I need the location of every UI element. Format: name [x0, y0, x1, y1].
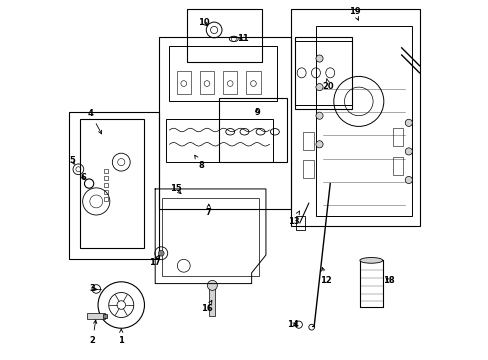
Text: 13: 13: [287, 211, 299, 226]
Text: 11: 11: [236, 35, 248, 44]
Circle shape: [405, 176, 411, 184]
Bar: [165, 119, 272, 162]
Bar: [200, 71, 214, 94]
Circle shape: [405, 119, 411, 126]
Circle shape: [315, 55, 323, 62]
Bar: [290, 9, 419, 226]
Bar: [69, 112, 159, 258]
Bar: [219, 98, 287, 162]
Text: 16: 16: [201, 301, 212, 313]
Text: 20: 20: [322, 79, 334, 91]
Bar: [359, 260, 382, 307]
Bar: [80, 119, 144, 248]
Bar: [104, 176, 108, 180]
Bar: [169, 46, 276, 102]
Text: 10: 10: [197, 18, 209, 27]
Bar: [209, 287, 215, 316]
Circle shape: [315, 112, 323, 119]
Text: 5: 5: [69, 156, 75, 165]
Text: 2: 2: [90, 320, 97, 345]
Bar: [104, 168, 108, 173]
Text: 12: 12: [320, 267, 331, 285]
Bar: [102, 314, 107, 318]
Circle shape: [158, 250, 164, 256]
Bar: [104, 190, 108, 194]
Bar: [187, 9, 262, 62]
Bar: [104, 197, 108, 202]
Bar: [104, 183, 108, 187]
Text: 4: 4: [88, 109, 102, 134]
Circle shape: [207, 280, 217, 291]
Bar: [176, 71, 190, 94]
Text: 14: 14: [286, 320, 298, 329]
Bar: [392, 157, 403, 175]
Text: 9: 9: [254, 108, 259, 117]
Bar: [303, 160, 313, 178]
Bar: [159, 37, 290, 208]
Bar: [315, 26, 411, 216]
Text: 19: 19: [348, 7, 360, 20]
Bar: [294, 41, 351, 105]
Text: 7: 7: [205, 204, 211, 217]
Bar: [392, 128, 403, 146]
Ellipse shape: [359, 257, 382, 263]
Bar: [303, 132, 313, 150]
Circle shape: [315, 84, 323, 91]
Circle shape: [315, 141, 323, 148]
Text: 18: 18: [383, 276, 394, 285]
Text: 17: 17: [148, 256, 160, 267]
Text: 8: 8: [194, 155, 204, 170]
Bar: [162, 198, 258, 276]
Bar: [87, 313, 105, 319]
Text: 3: 3: [90, 284, 97, 293]
Bar: [246, 71, 260, 94]
Bar: [296, 216, 305, 230]
Text: 15: 15: [170, 184, 182, 194]
Circle shape: [405, 148, 411, 155]
Bar: [294, 37, 351, 109]
Text: 1: 1: [118, 329, 124, 345]
Bar: [223, 71, 237, 94]
Text: 6: 6: [80, 173, 86, 182]
